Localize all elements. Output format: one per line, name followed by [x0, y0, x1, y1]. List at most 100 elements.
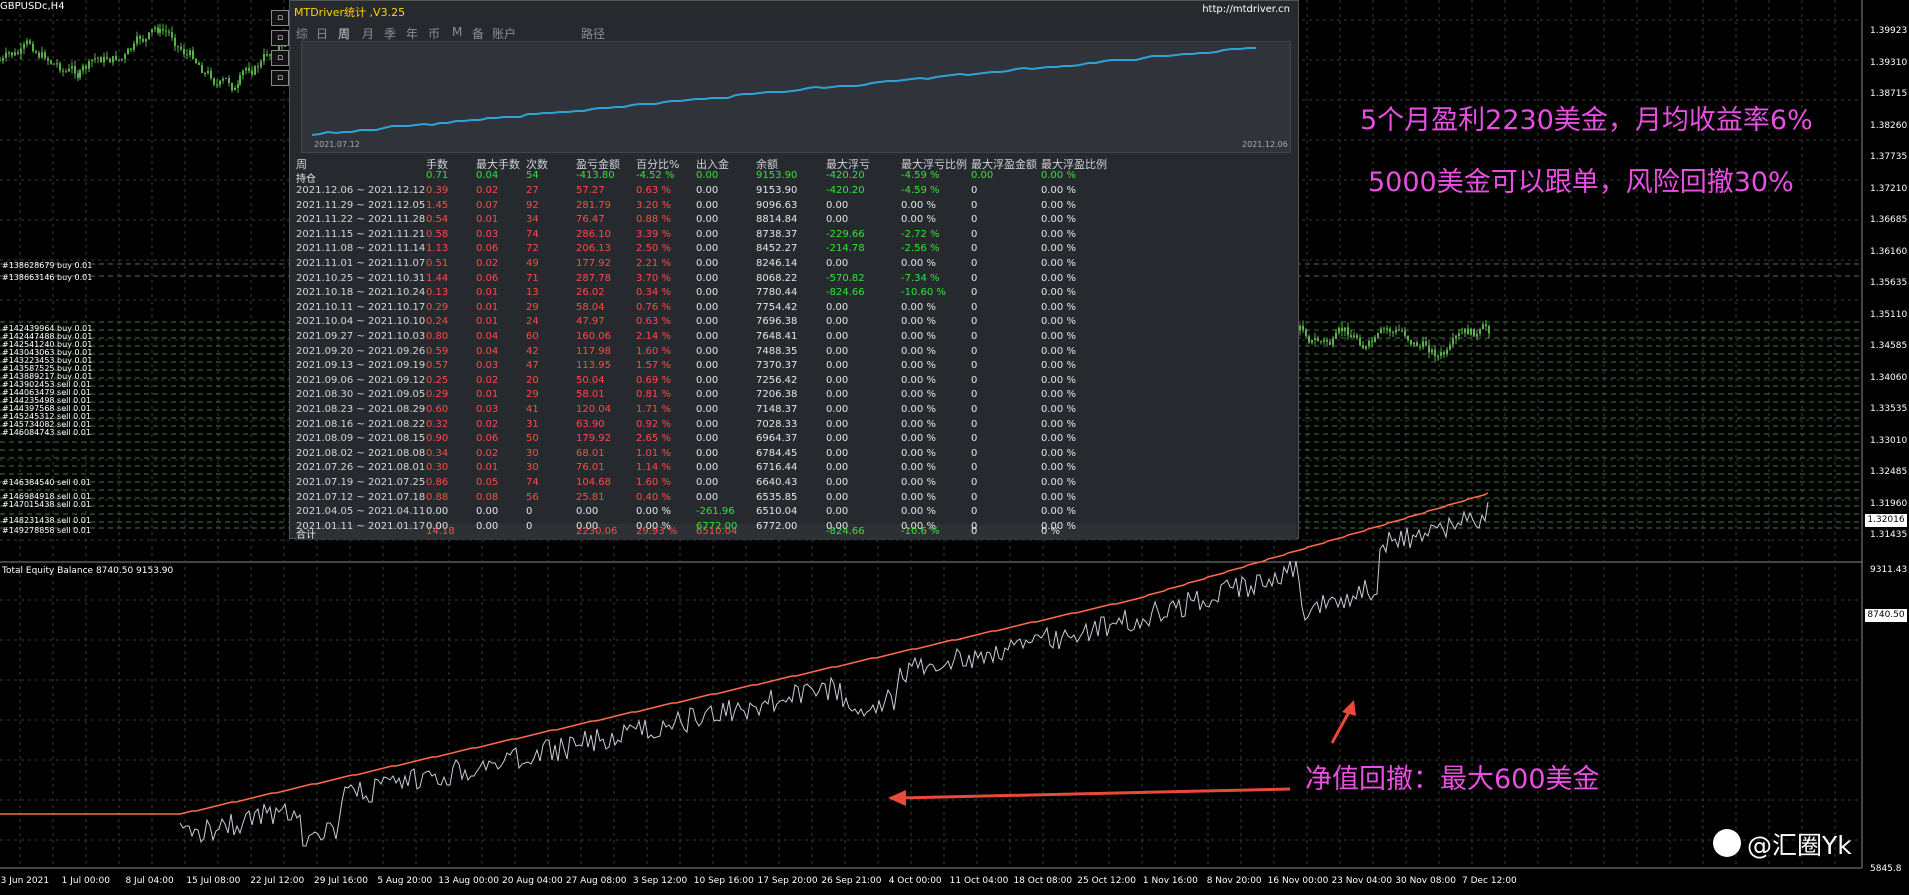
column-header: 盈亏金额: [576, 158, 620, 171]
cell: 0.00: [696, 301, 719, 313]
cell: 29.93 %: [636, 526, 678, 537]
price-label: 1.32485: [1870, 467, 1908, 477]
cell: 0.81 %: [636, 389, 671, 401]
cell: 0.00 %: [1041, 170, 1076, 181]
cell: 0.00: [826, 477, 849, 488]
restore-button[interactable]: ▫: [271, 70, 289, 86]
maximize-button[interactable]: ▫: [271, 50, 289, 66]
time-label: 23 Nov 04:00: [1331, 876, 1393, 886]
tab-7[interactable]: M: [452, 25, 463, 39]
cell: 0.00: [696, 199, 719, 211]
cell: 0.00: [696, 258, 719, 269]
cell: 0.01: [476, 214, 499, 226]
cell: 0.00: [696, 214, 719, 226]
cell: 1.71 %: [636, 404, 671, 415]
cell: 0.92 %: [636, 418, 671, 430]
cell: 0.02: [476, 258, 499, 269]
cell: 0.00: [826, 374, 849, 386]
cell: 0.00: [696, 331, 719, 342]
cell: 76.01: [576, 462, 605, 474]
time-label: 26 Sep 21:00: [821, 876, 882, 886]
cell: 0.00 %: [901, 360, 936, 372]
cell: 6784.45: [756, 447, 798, 459]
cell: 0.00: [826, 345, 849, 357]
cell: 0.00 %: [901, 520, 936, 532]
tab-1[interactable]: 日: [316, 27, 329, 41]
tab-2[interactable]: 周: [338, 27, 351, 41]
cell: -570.82: [826, 272, 865, 284]
cell: 0.00 %: [901, 214, 936, 226]
cell: 0.59: [426, 345, 449, 357]
cell: 0: [971, 506, 978, 518]
cell: 6964.37: [756, 433, 798, 445]
cell: 7754.42: [756, 301, 798, 313]
cell: 0.00: [826, 199, 849, 211]
cell: 0.00 %: [1041, 506, 1076, 518]
cell: 0.00: [696, 243, 719, 255]
tab-8[interactable]: 备: [472, 27, 485, 41]
cell: 0.04: [476, 170, 499, 181]
cell: 0.00: [696, 404, 719, 415]
tab-3[interactable]: 月: [362, 27, 375, 41]
time-label: 23 Jun 2021: [0, 876, 50, 886]
cell: 0.00: [826, 520, 849, 532]
cell: 0.00 %: [1041, 447, 1076, 459]
stats-window[interactable]: MTDriver统计 ,V3.25 http://mtdriver.cn 综日周…: [289, 0, 1299, 541]
cell: 0.06: [476, 243, 499, 255]
cell: 74: [526, 228, 539, 240]
cell: 0.07: [476, 199, 499, 211]
cell: 0.00 %: [1041, 360, 1076, 372]
minimize-button[interactable]: ▫: [271, 10, 289, 26]
cell: 0.00 %: [1041, 374, 1076, 386]
time-label: 17 Sep 20:00: [757, 876, 818, 886]
cell: 0.00 %: [1041, 228, 1076, 240]
cell: 0.24: [426, 316, 449, 328]
order-label: #143889217 buy 0.01: [2, 372, 93, 381]
cell: -420.20: [826, 170, 865, 181]
cell: 57.27: [576, 185, 605, 196]
cell: 1.13: [426, 243, 449, 255]
cell: 0: [971, 258, 978, 269]
cell: 0 %: [1041, 526, 1061, 537]
cell: 281.79: [576, 199, 611, 211]
cell: 0.39: [426, 185, 449, 196]
tab-6[interactable]: 币: [428, 27, 441, 41]
cell: 2021.04.05 ~ 2021.04.11: [296, 506, 426, 518]
cell: 0.00 %: [1041, 477, 1076, 488]
cell: -229.66: [826, 228, 865, 240]
cell: 14.18: [426, 526, 455, 537]
cell: 0.04: [476, 345, 499, 357]
cell: 7780.44: [756, 287, 798, 299]
order-label: #142439964 buy 0.01: [2, 324, 93, 333]
cell: 6716.44: [756, 462, 798, 474]
cell: 持仓: [296, 174, 316, 185]
cell: 0.00: [826, 447, 849, 459]
cell: 7370.37: [756, 360, 798, 372]
cell: 2021.10.11 ~ 2021.10.17: [296, 301, 426, 313]
cell: 0.71: [426, 170, 449, 181]
cell: 0.00: [696, 360, 719, 372]
stats-titlebar[interactable]: MTDriver统计 ,V3.25 http://mtdriver.cn: [290, 1, 1298, 21]
tab-10[interactable]: 路径: [581, 27, 606, 41]
cell: 0.00 %: [1041, 520, 1076, 532]
column-header: 手数: [426, 158, 448, 171]
cell: 0: [971, 331, 978, 342]
column-header: 出入金: [696, 158, 729, 171]
cell: 0.00: [696, 447, 719, 459]
cell: 0.80: [426, 331, 449, 342]
tab-9[interactable]: 账户: [492, 27, 517, 41]
column-header: 周: [296, 158, 307, 171]
cell: 0.00: [696, 228, 719, 240]
cell: 0.00 %: [1041, 404, 1076, 415]
order-label: #143043063 buy 0.01: [2, 348, 93, 357]
cell: 0.51: [426, 258, 449, 269]
stats-url-link[interactable]: http://mtdriver.cn: [1202, 4, 1290, 15]
cell: 0.00: [576, 506, 599, 518]
tab-5[interactable]: 年: [406, 27, 419, 41]
cell: 0: [971, 287, 978, 299]
equity-curve: [311, 47, 1256, 136]
tab-0[interactable]: 综: [296, 27, 309, 41]
tab-4[interactable]: 季: [384, 27, 397, 41]
expand-button[interactable]: ▫: [271, 30, 289, 46]
cell: 0.29: [426, 301, 449, 313]
